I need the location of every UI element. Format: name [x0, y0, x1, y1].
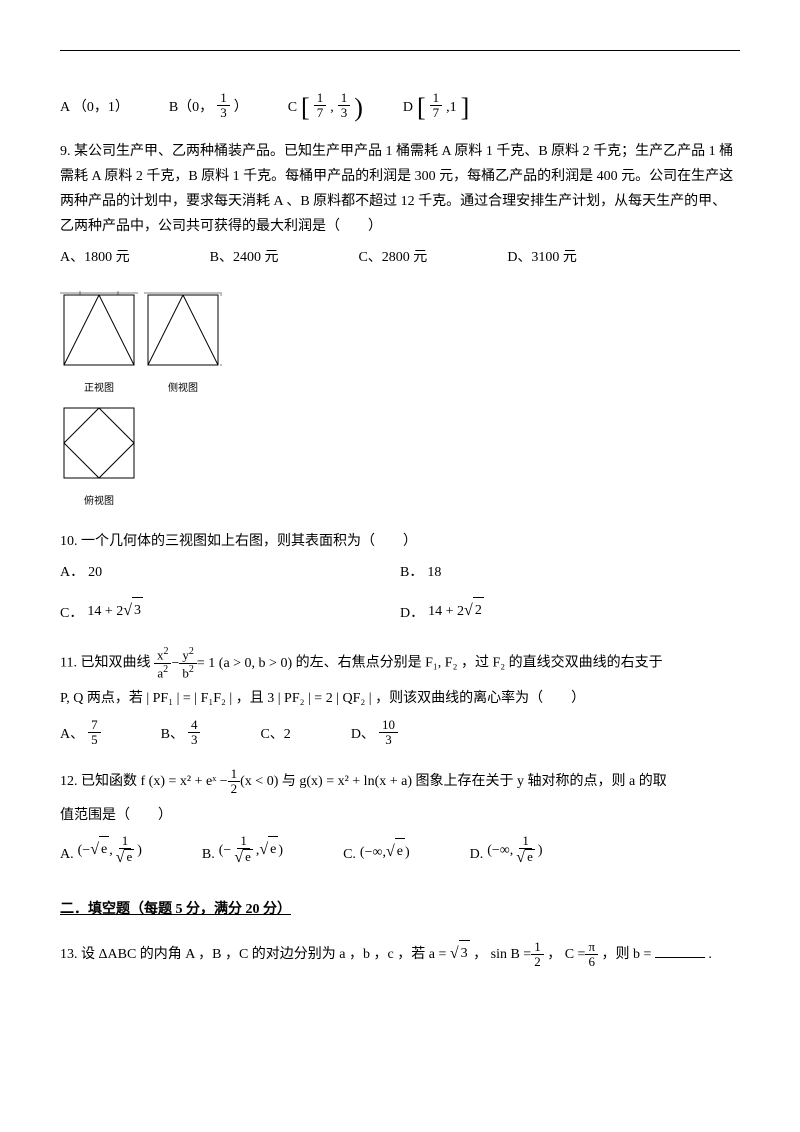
q11-opt-a: A、 75	[60, 718, 101, 748]
top-view-icon	[60, 404, 138, 482]
q8-a-text: A （0，1）	[60, 95, 129, 120]
q9-options: A、1800 元 B、2400 元 C、2800 元 D、3100 元	[60, 245, 740, 270]
q9: 9. 某公司生产甲、乙两种桶装产品。已知生产甲产品 1 桶需耗 A 原料 1 千…	[60, 139, 740, 271]
q13-blank	[655, 944, 705, 958]
q8-d-f1: 1 7	[430, 91, 443, 121]
three-view-figures: 正视图 侧视图 俯视图	[60, 291, 740, 511]
q10-options: A． 20 B． 18 C． 14 + 2 √3 D． 14 + 2 √2	[60, 560, 740, 626]
q8-d-suffix: ,1	[446, 95, 457, 120]
q8-b-prefix: B（0，	[169, 95, 213, 120]
q13-text: 13. 设 ΔABC 的内角 A ，B ，C 的对边分别为 a ，b ，c ，若…	[60, 940, 740, 970]
bracket-left-icon: [	[301, 95, 310, 121]
q8-b-suffix: ）	[234, 95, 248, 120]
q12: 12. 已知函数 f (x) = x² + eˣ − 12 (x < 0) 与 …	[60, 767, 740, 867]
q10-d-expr: 14 + 2 √2	[428, 597, 484, 626]
q12-line1: 12. 已知函数 f (x) = x² + eˣ − 12 (x < 0) 与 …	[60, 767, 740, 797]
front-label: 正视图	[60, 380, 138, 398]
top-view: 俯视图	[60, 404, 138, 511]
q8-c-label: C	[288, 95, 297, 120]
q10-text: 10. 一个几何体的三视图如上右图，则其表面积为（ ）	[60, 529, 740, 554]
q9-opt-b: B、2400 元	[210, 245, 279, 270]
side-view-icon	[144, 291, 222, 369]
q8-d-label: D	[403, 95, 413, 120]
q11-opt-c: C、2	[260, 722, 290, 747]
front-view-icon	[60, 291, 138, 369]
q8-opt-d: D [ 1 7 ,1 ]	[403, 91, 469, 121]
q10-c-expr: 14 + 2 √3	[87, 597, 143, 626]
top-rule	[60, 50, 740, 51]
q12-opt-a: A. (− √e , 1 √e )	[60, 834, 142, 867]
q8-options: A （0，1） B（0， 1 3 ） C [ 1 7 , 1 3 ) D [ 1…	[60, 91, 740, 121]
side-view: 侧视图	[144, 291, 222, 398]
q11: 11. 已知双曲线 x2 a2 − y2 b2 = 1 (a > 0, b > …	[60, 646, 740, 747]
q11-options: A、 75 B、 43 C、2 D、 103	[60, 718, 740, 748]
q9-opt-a: A、1800 元	[60, 245, 130, 270]
bracket-right-icon: )	[354, 95, 363, 121]
q11-opt-d: D、 103	[351, 718, 398, 748]
q11-line2: P, Q 两点，若 | PF₁ | = | F₁F₂ | ，且 3 | PF₂ …	[60, 686, 740, 711]
section-2-title: 二．填空题（每题 5 分，满分 20 分）	[60, 897, 740, 922]
q10: 10. 一个几何体的三视图如上右图，则其表面积为（ ） A． 20 B． 18 …	[60, 529, 740, 626]
q12-line2: 值范围是（ ）	[60, 803, 740, 828]
bracket-right-icon: ]	[461, 95, 470, 121]
q10-opt-c: C． 14 + 2 √3	[60, 597, 400, 626]
q12-options: A. (− √e , 1 √e ) B. (− 1 √e ,	[60, 834, 740, 867]
side-label: 侧视图	[144, 380, 222, 398]
q8-b-frac: 1 3	[217, 91, 230, 121]
q10-opt-a: A． 20	[60, 560, 400, 585]
q11-line1: 11. 已知双曲线 x2 a2 − y2 b2 = 1 (a > 0, b > …	[60, 646, 740, 680]
bracket-left-icon: [	[417, 95, 426, 121]
q11-equation: x2 a2 − y2 b2 = 1 (a > 0, b > 0)	[154, 646, 292, 680]
q8-c-comma: ,	[330, 95, 334, 120]
q12-fx: f (x) = x² + eˣ − 12 (x < 0)	[141, 767, 279, 797]
q8-opt-a: A （0，1）	[60, 95, 129, 120]
q8-c-f1: 1 7	[314, 91, 327, 121]
fig-row-bottom: 俯视图	[60, 404, 740, 511]
q12-opt-c: C. (−∞, √e )	[343, 838, 410, 867]
q9-opt-d: D、3100 元	[507, 245, 577, 270]
q13: 13. 设 ΔABC 的内角 A ，B ，C 的对边分别为 a ，b ，c ，若…	[60, 940, 740, 970]
q10-opt-d: D． 14 + 2 √2	[400, 597, 740, 626]
front-view: 正视图	[60, 291, 138, 398]
q12-opt-d: D. (−∞, 1 √e )	[470, 834, 543, 867]
q11-opt-b: B、 43	[161, 718, 201, 748]
q12-opt-b: B. (− 1 √e , √e )	[202, 834, 283, 867]
q8-opt-b: B（0， 1 3 ）	[169, 91, 248, 121]
top-label: 俯视图	[60, 493, 138, 511]
q8-c-f2: 1 3	[338, 91, 351, 121]
q10-opt-b: B． 18	[400, 560, 740, 585]
q9-text: 9. 某公司生产甲、乙两种桶装产品。已知生产甲产品 1 桶需耗 A 原料 1 千…	[60, 139, 740, 240]
fig-row-top: 正视图 侧视图	[60, 291, 740, 398]
q9-opt-c: C、2800 元	[358, 245, 427, 270]
q8-opt-c: C [ 1 7 , 1 3 )	[288, 91, 363, 121]
